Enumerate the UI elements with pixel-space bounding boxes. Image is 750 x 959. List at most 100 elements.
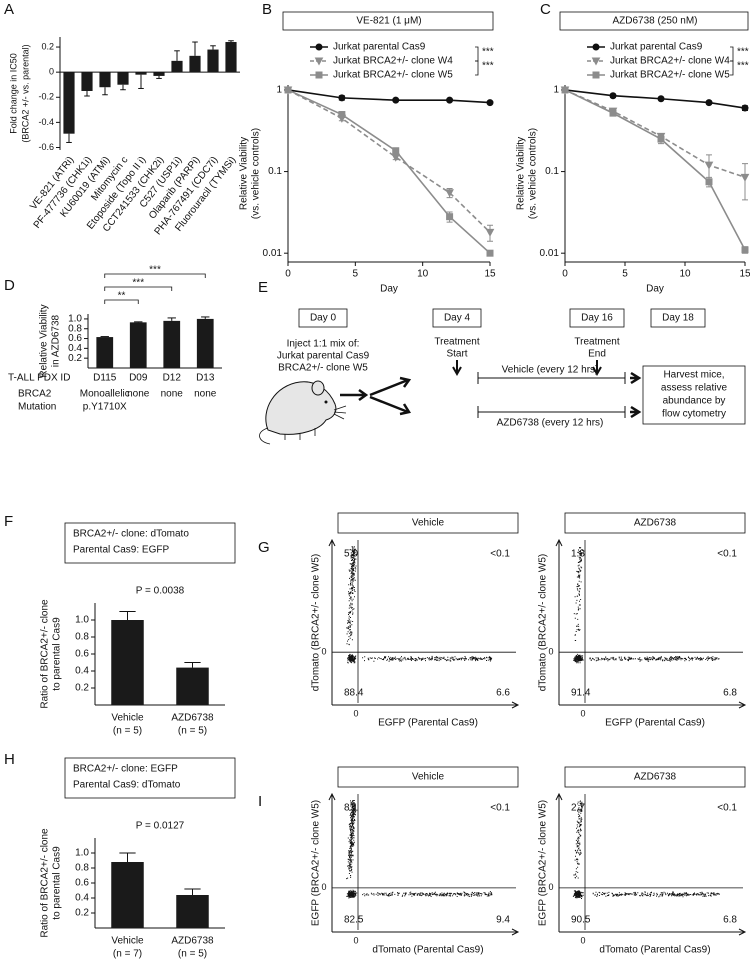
marker xyxy=(705,99,713,107)
y-axis-label: to parental Cas9 xyxy=(52,617,63,691)
harvest-text: abundance by xyxy=(663,396,726,407)
quadrant-value: 91.4 xyxy=(571,688,591,699)
marker xyxy=(591,57,601,66)
zero-label: 0 xyxy=(353,935,358,945)
y-axis-label: Fold change in IC50 xyxy=(8,53,18,134)
end-text: Treatment xyxy=(574,337,619,348)
y-tick-label: 0.6 xyxy=(68,333,82,344)
y-axis xyxy=(328,538,336,705)
legend-box xyxy=(64,757,236,799)
marker xyxy=(741,246,749,254)
x-tick-label: (n = 5) xyxy=(178,726,207,737)
down-arrow xyxy=(452,360,462,377)
quadrant-value: 90.5 xyxy=(571,915,591,926)
y-axis-label: (vs. vehicle controls) xyxy=(251,128,262,219)
significance-bracket xyxy=(104,299,139,304)
y-tick-label: -0.4 xyxy=(38,117,54,127)
plot-title: Vehicle xyxy=(412,772,445,783)
y-tick-label: 1 xyxy=(553,85,559,96)
quadrant-value: 8.1 xyxy=(344,803,358,814)
event-dots xyxy=(573,547,720,664)
x-tick-label: AZD6738 xyxy=(171,713,214,724)
quadrant-value: 88.4 xyxy=(344,688,364,699)
quadrant-value: 2.7 xyxy=(571,803,585,814)
marker xyxy=(657,95,665,103)
start-text: Start xyxy=(446,349,467,360)
plot-title: AZD6738 xyxy=(634,772,677,783)
legend-text: BRCA2+/- clone: dTomato xyxy=(73,529,189,540)
harvest-text: assess relative xyxy=(661,383,728,394)
bar xyxy=(111,620,144,705)
marker xyxy=(314,57,324,66)
significance-bracket xyxy=(730,60,734,76)
quadrant-value: <0.1 xyxy=(490,803,510,814)
day-label: Day 0 xyxy=(310,313,337,324)
day-box xyxy=(650,308,706,328)
y-tick-label: 1 xyxy=(276,85,282,96)
bar xyxy=(81,72,93,91)
p-value: P = 0.0038 xyxy=(136,586,185,597)
series-line xyxy=(287,89,491,233)
down-arrow xyxy=(592,360,602,377)
marker xyxy=(705,178,713,186)
y-axis xyxy=(328,792,336,932)
zero-label: 0 xyxy=(580,935,585,945)
title-box xyxy=(564,766,746,788)
day-label: Day 16 xyxy=(581,313,613,324)
title-box xyxy=(559,11,749,31)
bar xyxy=(63,72,75,134)
significance-bracket xyxy=(475,60,479,76)
y-axis-label: Relative Viability xyxy=(516,137,527,210)
significance-bracket xyxy=(104,286,173,291)
y-tick-label: 0.4 xyxy=(68,343,82,354)
marker xyxy=(609,109,617,117)
arrow xyxy=(340,388,369,402)
y-axis xyxy=(555,538,563,705)
marker xyxy=(486,249,494,257)
x-axis xyxy=(559,928,747,936)
x-tick-label: 5 xyxy=(622,269,628,280)
y-tick-label: 1.0 xyxy=(68,314,82,325)
x-axis xyxy=(332,701,520,709)
mouse-body xyxy=(265,381,337,435)
legend-label: Jurkat parental Cas9 xyxy=(333,42,426,53)
y-axis-label: dTomato (BRCA2+/- clone W5) xyxy=(538,554,549,692)
row-label: Mutation xyxy=(18,402,56,413)
significance-bracket xyxy=(104,273,206,278)
y-tick-label: -0.2 xyxy=(38,92,54,102)
x-tick-label: Vehicle xyxy=(111,713,144,724)
y-tick-label: 0.2 xyxy=(41,41,54,51)
y-axis-label: to parental Cas9 xyxy=(52,846,63,920)
series-line xyxy=(287,89,491,104)
y-axis-label: (vs. vehicle controls) xyxy=(528,128,539,219)
title-box xyxy=(282,11,494,31)
legend-label: Jurkat BRCA2+/- clone W4 xyxy=(610,56,730,67)
event-dots xyxy=(346,800,493,899)
marker xyxy=(284,86,292,94)
marker xyxy=(657,135,665,143)
bar xyxy=(176,895,209,928)
quadrant-value: 6.8 xyxy=(723,915,737,926)
legend-text: BRCA2+/- clone: EGFP xyxy=(73,764,178,775)
plot-title: AZD6738 xyxy=(634,518,677,529)
quadrant-value: 6.8 xyxy=(723,688,737,699)
zero-label: 0 xyxy=(548,882,553,892)
y-tick-label: 0.4 xyxy=(75,666,89,677)
y-tick-label: 0.1 xyxy=(545,166,559,177)
quadrant-value: <0.1 xyxy=(717,803,737,814)
legend-label: Jurkat BRCA2+/- clone W5 xyxy=(610,70,730,81)
x-tick-label: (n = 5) xyxy=(113,726,142,737)
inject-text: BRCA2+/- clone W5 xyxy=(278,363,368,374)
bar xyxy=(96,337,114,368)
p-value: P = 0.0127 xyxy=(136,821,185,832)
y-tick-label: 1.0 xyxy=(75,848,89,859)
panel-label: E xyxy=(258,279,268,296)
quadrant-value: 5.0 xyxy=(344,549,358,560)
end-text: End xyxy=(588,349,606,360)
x-axis xyxy=(559,701,747,709)
harvest-text: Harvest mice, xyxy=(663,370,724,381)
bar xyxy=(111,862,144,928)
marker xyxy=(609,92,617,100)
panel-label: C xyxy=(540,1,551,18)
